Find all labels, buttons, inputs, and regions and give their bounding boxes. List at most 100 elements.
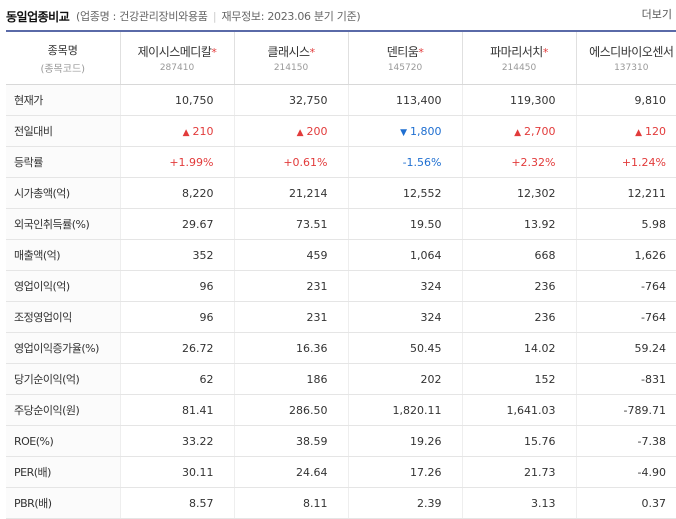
cell-value: 286.50 [289, 404, 328, 417]
cell-value: 3.13 [531, 497, 556, 510]
cell-value: 9,810 [635, 94, 667, 107]
table-cell: 14.02 [462, 333, 576, 364]
company-name[interactable]: 파마리서치 [490, 45, 543, 59]
table-cell: 459 [234, 240, 348, 271]
table-cell: -764 [576, 302, 676, 333]
table-cell: 668 [462, 240, 576, 271]
table-cell: 30.11 [120, 457, 234, 488]
table-cell: -831 [576, 364, 676, 395]
table-cell: 38.59 [234, 426, 348, 457]
row-label: ROE(%) [6, 426, 120, 457]
cell-value: 152 [535, 373, 556, 386]
cell-value: 21.73 [524, 466, 556, 479]
cell-value: 120 [645, 125, 666, 138]
table-cell: ▲200 [234, 116, 348, 147]
section-subtitle: (업종명 : 건강관리장비와용품 | 재무정보: 2023.06 분기 기준) [76, 8, 360, 24]
cell-value: -1.56% [403, 156, 442, 169]
company-name[interactable]: 제이시스메디칼 [138, 45, 212, 59]
table-cell: 16.36 [234, 333, 348, 364]
cell-value: 668 [535, 249, 556, 262]
cell-value: 33.22 [182, 435, 214, 448]
table-cell: 1,064 [348, 240, 462, 271]
company-header[interactable]: 파마리서치*214450 [462, 31, 576, 85]
table-cell: 9,810 [576, 85, 676, 116]
cell-value: 32,750 [289, 94, 328, 107]
more-link[interactable]: 더보기 [642, 6, 672, 22]
cell-value: 236 [535, 280, 556, 293]
cell-value: 16.36 [296, 342, 328, 355]
company-name-link[interactable]: 클래시스* [267, 45, 314, 59]
table-cell: 15.76 [462, 426, 576, 457]
cell-value: +0.61% [283, 156, 327, 169]
company-header[interactable]: 제이시스메디칼*287410 [120, 31, 234, 85]
table-cell: 2.39 [348, 488, 462, 519]
company-name[interactable]: 에스디바이오센서 [589, 45, 673, 59]
table-cell: 5.98 [576, 209, 676, 240]
cell-value: +1.24% [622, 156, 666, 169]
table-cell: 324 [348, 302, 462, 333]
table-cell: 231 [234, 302, 348, 333]
table-cell: 286.50 [234, 395, 348, 426]
cell-value: -4.90 [638, 466, 666, 479]
company-name-link[interactable]: 제이시스메디칼* [138, 45, 217, 59]
cell-value: +1.99% [169, 156, 213, 169]
cell-value: 96 [200, 280, 214, 293]
row-label: 현재가 [6, 85, 120, 116]
company-name-link[interactable]: 파마리서치* [490, 45, 548, 59]
industry-info: (업종명 : 건강관리장비와용품 [76, 10, 208, 23]
row-label: 매출액(억) [6, 240, 120, 271]
table-cell: +2.32% [462, 147, 576, 178]
table-cell: ▼1,800 [348, 116, 462, 147]
row-label: 시가총액(억) [6, 178, 120, 209]
company-column-header: 종목명 (종목코드) [6, 31, 120, 85]
company-name-link[interactable]: 에스디바이오센서 [589, 45, 673, 59]
table-cell: 19.50 [348, 209, 462, 240]
table-cell: 8.11 [234, 488, 348, 519]
cell-value: 0.37 [642, 497, 667, 510]
cell-value: -789.71 [624, 404, 666, 417]
table-cell: 3.13 [462, 488, 576, 519]
code-label: (종목코드) [6, 60, 120, 75]
table-cell: 352 [120, 240, 234, 271]
table-cell: -789.71 [576, 395, 676, 426]
table-cell: 113,400 [348, 85, 462, 116]
table-cell: 119,300 [462, 85, 576, 116]
company-code: 214150 [235, 63, 348, 73]
table-cell: ▲120 [576, 116, 676, 147]
company-name[interactable]: 덴티움 [387, 45, 419, 59]
table-cell: 62 [120, 364, 234, 395]
cell-value: 1,064 [410, 249, 442, 262]
company-name[interactable]: 클래시스 [267, 45, 309, 59]
table-cell: ▲210 [120, 116, 234, 147]
table-cell: 13.92 [462, 209, 576, 240]
cell-value: 231 [307, 311, 328, 324]
cell-value: 38.59 [296, 435, 328, 448]
finance-info: 재무정보: 2023.06 분기 기준) [221, 10, 360, 23]
cell-value: 81.41 [182, 404, 214, 417]
cell-value: -831 [641, 373, 666, 386]
company-header[interactable]: 덴티움*145720 [348, 31, 462, 85]
cell-value: 231 [307, 280, 328, 293]
table-cell: 96 [120, 302, 234, 333]
cell-value: 8,220 [182, 187, 214, 200]
cell-value: 73.51 [296, 218, 328, 231]
row-label: PER(배) [6, 457, 120, 488]
table-cell: 8.57 [120, 488, 234, 519]
row-label: 영업이익증가율(%) [6, 333, 120, 364]
cell-value: 1,641.03 [507, 404, 556, 417]
table-cell: 50.45 [348, 333, 462, 364]
cell-value: 5.98 [642, 218, 667, 231]
company-name-link[interactable]: 덴티움* [387, 45, 424, 59]
company-header[interactable]: 클래시스* 214150 [234, 31, 348, 85]
table-cell: 8,220 [120, 178, 234, 209]
row-label: 외국인취득률(%) [6, 209, 120, 240]
table-cell: 59.24 [576, 333, 676, 364]
table-cell: 10,750 [120, 85, 234, 116]
cell-value: 459 [307, 249, 328, 262]
